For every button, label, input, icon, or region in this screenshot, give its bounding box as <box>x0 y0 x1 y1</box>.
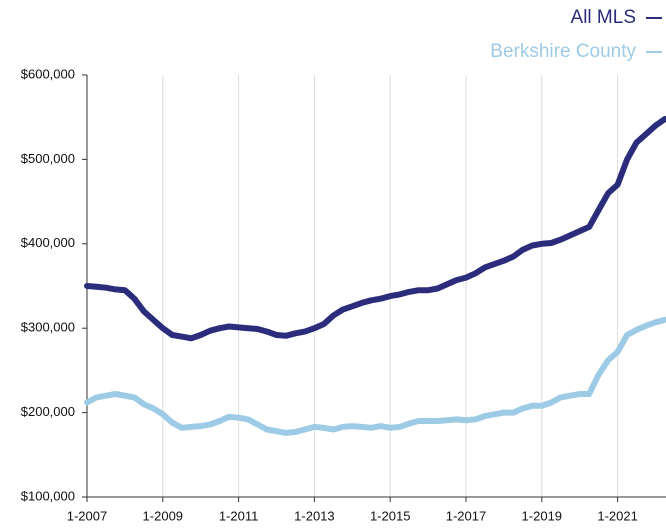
x-tick-label: 1-2019 <box>522 508 562 523</box>
x-tick-label: 1-2015 <box>370 508 410 523</box>
x-tick-label: 1-2011 <box>219 508 259 523</box>
y-tick-label: $100,000 <box>21 488 75 503</box>
series-line <box>84 316 666 436</box>
series-line <box>84 115 666 342</box>
y-tick-label: $200,000 <box>21 404 75 419</box>
legend-label: Berkshire County <box>490 41 636 62</box>
x-tick-label: 1-2021 <box>597 508 637 523</box>
y-tick-label: $400,000 <box>21 235 75 250</box>
y-tick-label: $300,000 <box>21 320 75 335</box>
x-tick-label: 1-2009 <box>143 508 183 523</box>
x-tick-label: 1-2017 <box>446 508 486 523</box>
x-tick-label: 1-2013 <box>294 508 334 523</box>
legend-label: All MLS <box>571 7 636 28</box>
y-tick-label: $500,000 <box>21 151 75 166</box>
y-tick-label: $600,000 <box>21 66 75 81</box>
x-tick-label: 1-2007 <box>67 508 107 523</box>
